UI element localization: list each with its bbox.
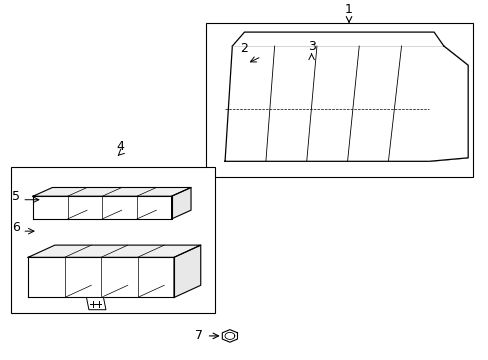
Text: 3: 3 [307, 40, 315, 53]
Text: 5: 5 [12, 190, 20, 203]
Polygon shape [222, 330, 237, 342]
Bar [11, 167, 215, 313]
Polygon shape [224, 46, 467, 161]
Text: 7: 7 [195, 329, 203, 342]
Text: 2: 2 [240, 42, 247, 55]
Polygon shape [171, 188, 191, 219]
Polygon shape [28, 245, 201, 257]
Polygon shape [86, 297, 106, 310]
Polygon shape [33, 188, 191, 196]
Polygon shape [28, 257, 174, 297]
Polygon shape [232, 32, 443, 46]
Text: 4: 4 [116, 140, 124, 153]
Text: 6: 6 [12, 221, 20, 234]
Text: 1: 1 [345, 3, 352, 16]
Polygon shape [33, 196, 171, 219]
Polygon shape [174, 245, 201, 297]
Polygon shape [428, 46, 467, 161]
Bar [205, 23, 472, 177]
